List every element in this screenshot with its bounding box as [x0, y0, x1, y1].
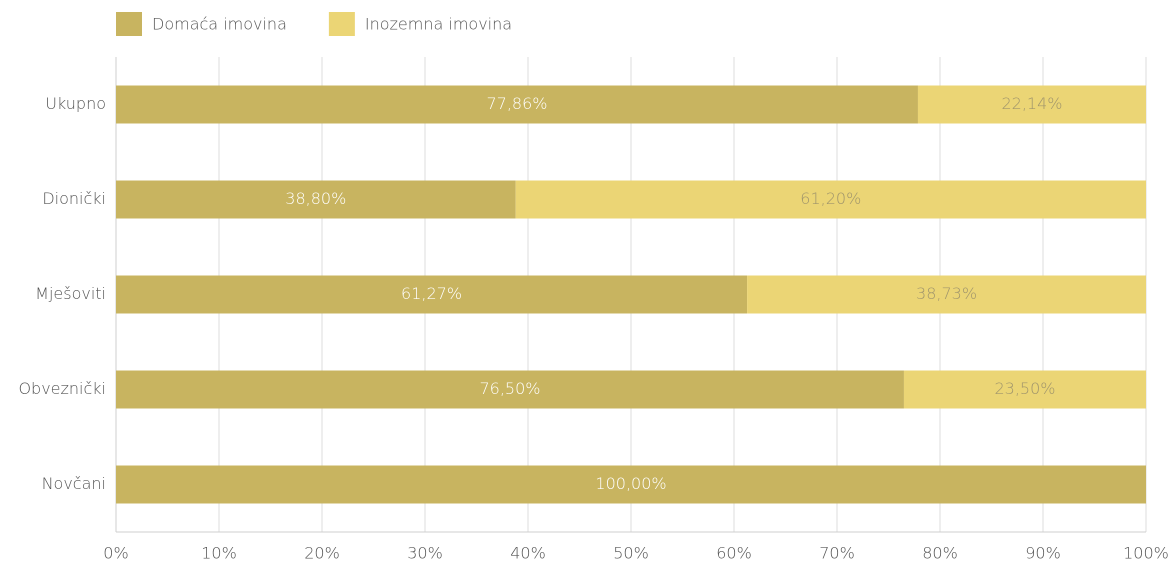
y-tick-label: Mješoviti: [35, 284, 106, 303]
y-tick-label: Obveznički: [18, 379, 106, 398]
legend-swatch: [116, 12, 142, 36]
value-label: 38,73%: [916, 284, 977, 303]
bar-segment: [116, 180, 516, 219]
x-tick-label: 50%: [613, 544, 649, 563]
y-tick-label: Novčani: [42, 474, 106, 493]
legend-label: Domaća imovina: [152, 15, 287, 34]
value-label: 61,20%: [800, 189, 861, 208]
value-label: 61,27%: [401, 284, 462, 303]
value-label: 22,14%: [1001, 94, 1062, 113]
value-label: 100,00%: [595, 474, 666, 493]
bar-segment: [116, 275, 748, 314]
x-tick-label: 80%: [922, 544, 958, 563]
x-tick-label: 20%: [304, 544, 340, 563]
value-label: 23,50%: [994, 379, 1055, 398]
x-tick-label: 100%: [1123, 544, 1169, 563]
bar-segment: [917, 85, 1146, 124]
legend-swatch: [328, 12, 355, 36]
bar-segment: [116, 370, 904, 409]
value-label: 38,80%: [285, 189, 346, 208]
bar-segment: [515, 180, 1146, 219]
x-tick-label: 10%: [201, 544, 237, 563]
bar-segment: [747, 275, 1146, 314]
x-tick-label: 0%: [103, 544, 128, 563]
x-tick-label: 40%: [510, 544, 546, 563]
x-tick-label: 90%: [1025, 544, 1061, 563]
bar-segment: [116, 85, 918, 124]
x-tick-label: 30%: [407, 544, 443, 563]
legend-label: Inozemna imovina: [365, 15, 512, 34]
bar-segment: [116, 465, 1146, 504]
bar-segment: [903, 370, 1146, 409]
y-tick-label: Dionički: [42, 189, 106, 208]
x-tick-label: 60%: [716, 544, 752, 563]
value-label: 76,50%: [479, 379, 540, 398]
value-label: 77,86%: [486, 94, 547, 113]
y-tick-label: Ukupno: [45, 94, 106, 113]
x-tick-label: 70%: [819, 544, 855, 563]
